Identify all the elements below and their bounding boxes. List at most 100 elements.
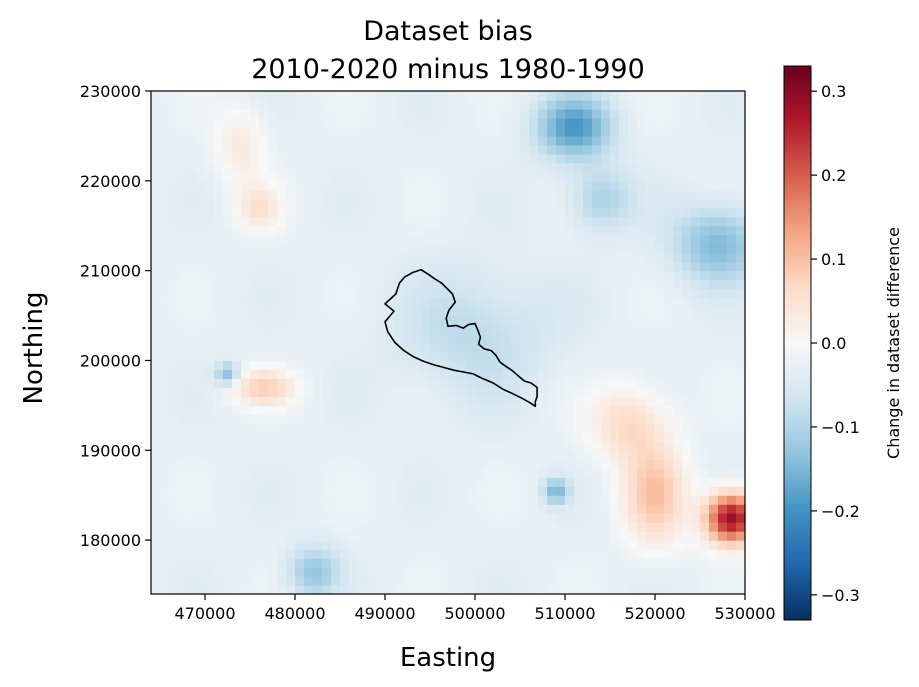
heatmap-cell (160, 333, 170, 344)
heatmap-cell (403, 126, 413, 137)
heatmap-cell (196, 585, 206, 595)
heatmap-cell (196, 189, 206, 200)
heatmap-cell (511, 477, 521, 487)
heatmap-cell (574, 450, 584, 460)
heatmap-cell (718, 360, 728, 371)
heatmap-cell (412, 108, 422, 119)
heatmap-cell (160, 486, 170, 496)
heatmap-cell (313, 288, 323, 299)
heatmap-cell (277, 414, 287, 424)
heatmap-cell (709, 558, 719, 568)
heatmap-cell (367, 423, 377, 433)
heatmap-cell (493, 306, 503, 317)
heatmap-cell (205, 486, 215, 496)
heatmap-cell (655, 225, 665, 236)
heatmap-cell (205, 180, 215, 191)
heatmap-cell (484, 234, 494, 245)
heatmap-cell (277, 153, 287, 164)
heatmap-cell (457, 306, 467, 317)
heatmap-cell (223, 360, 233, 371)
heatmap-cell (538, 531, 548, 541)
heatmap-cell (619, 270, 629, 281)
heatmap-cell (457, 450, 467, 460)
heatmap-cell (322, 531, 332, 541)
heatmap-cell (205, 162, 215, 173)
heatmap-cell (376, 531, 386, 541)
heatmap-cell (664, 504, 674, 514)
heatmap-cell (538, 441, 548, 451)
heatmap-cell (358, 91, 368, 101)
heatmap-cell (403, 378, 413, 389)
heatmap-cell (403, 468, 413, 478)
heatmap-cell (322, 225, 332, 236)
heatmap-cell (475, 540, 485, 550)
heatmap-cell (709, 486, 719, 496)
heatmap-cell (295, 126, 305, 137)
heatmap-cell (412, 378, 422, 389)
heatmap-cell (295, 279, 305, 290)
heatmap-cell (169, 351, 179, 362)
heatmap-cell (196, 99, 206, 110)
heatmap-cell (718, 144, 728, 155)
heatmap-cell (736, 252, 746, 263)
heatmap-cell (538, 279, 548, 290)
heatmap-cell (160, 567, 170, 577)
heatmap-cell (241, 306, 251, 317)
heatmap-cell (619, 216, 629, 227)
heatmap-cell (475, 441, 485, 451)
heatmap-cell (619, 126, 629, 137)
heatmap-cell (394, 234, 404, 245)
heatmap-cell (475, 144, 485, 155)
heatmap-cell (520, 225, 530, 236)
heatmap-cell (592, 378, 602, 389)
heatmap-cell (196, 576, 206, 586)
heatmap-cell (691, 198, 701, 209)
heatmap-cell (385, 189, 395, 200)
heatmap-cell (331, 279, 341, 290)
heatmap-cell (673, 405, 683, 415)
heatmap-cell (295, 216, 305, 227)
heatmap-cell (412, 315, 422, 326)
heatmap-cell (448, 207, 458, 218)
heatmap-cell (286, 441, 296, 451)
heatmap-cell (664, 99, 674, 110)
heatmap-cell (268, 576, 278, 586)
heatmap-cell (691, 378, 701, 389)
heatmap-cell (169, 576, 179, 586)
heatmap-cell (205, 279, 215, 290)
heatmap-cell (619, 252, 629, 263)
heatmap-cell (718, 315, 728, 326)
heatmap-cell (529, 198, 539, 209)
heatmap-cell (223, 243, 233, 254)
heatmap-cell (421, 576, 431, 586)
heatmap-cell (421, 171, 431, 182)
heatmap-cell (214, 153, 224, 164)
heatmap-cell (340, 324, 350, 335)
heatmap-cell (592, 279, 602, 290)
heatmap-cell (448, 576, 458, 586)
heatmap-cell (403, 171, 413, 182)
heatmap-cell (655, 171, 665, 182)
heatmap-cell (430, 144, 440, 155)
heatmap-cell (628, 261, 638, 272)
heatmap-cell (358, 270, 368, 281)
heatmap-cell (682, 468, 692, 478)
heatmap-cell (583, 378, 593, 389)
heatmap-cell (196, 351, 206, 362)
heatmap-cell (547, 315, 557, 326)
heatmap-cell (637, 405, 647, 415)
heatmap-cell (295, 360, 305, 371)
heatmap-cell (718, 189, 728, 200)
heatmap-cell (727, 288, 737, 299)
heatmap-cell (718, 126, 728, 137)
heatmap-cell (718, 135, 728, 146)
heatmap-cell (475, 162, 485, 173)
heatmap-cell (421, 513, 431, 523)
heatmap-cell (286, 576, 296, 586)
heatmap-cell (700, 387, 710, 397)
heatmap-cell (151, 396, 161, 406)
heatmap-cell (727, 486, 737, 496)
heatmap-cell (601, 351, 611, 362)
heatmap-cell (268, 171, 278, 182)
chart-subtitle: 2010-2020 minus 1980-1990 (251, 54, 645, 85)
